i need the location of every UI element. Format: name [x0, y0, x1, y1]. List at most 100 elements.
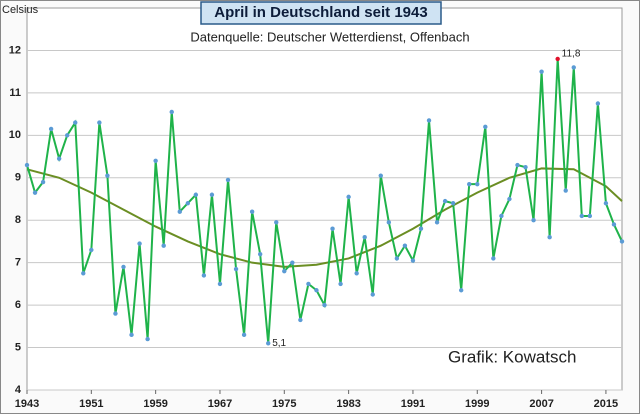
data-point — [378, 173, 383, 178]
data-point — [257, 251, 263, 257]
x-tick-label: 1951 — [79, 398, 103, 410]
data-point — [193, 192, 199, 197]
data-label: 11,8 — [562, 49, 581, 60]
data-point — [515, 162, 520, 168]
title-box — [200, 1, 442, 25]
data-point — [491, 256, 496, 261]
data-point — [434, 220, 440, 225]
data-point — [65, 133, 70, 138]
data-point — [121, 264, 126, 270]
data-point — [233, 266, 239, 272]
data-point — [249, 209, 255, 214]
data-point — [161, 243, 166, 248]
data-point — [145, 336, 150, 342]
data-point — [410, 258, 416, 263]
data-point — [507, 196, 512, 202]
x-tick-label: 1983 — [336, 398, 360, 410]
data-point — [241, 332, 247, 338]
data-point — [555, 56, 560, 62]
data-point — [322, 302, 327, 308]
data-point — [290, 260, 295, 265]
x-tick-label: 1999 — [465, 398, 489, 410]
data-point — [282, 268, 287, 274]
data-point — [579, 213, 584, 219]
x-tick-label: 2015 — [594, 398, 618, 410]
y-tick-label: 4 — [15, 384, 22, 396]
data-point — [619, 239, 625, 244]
data-point — [266, 341, 271, 346]
data-point — [97, 120, 102, 125]
data-point — [346, 194, 351, 200]
data-label: 5,1 — [272, 338, 286, 349]
chart-title: April in Deutschland seit 1943 — [214, 4, 427, 21]
data-point — [306, 281, 311, 287]
data-point — [113, 311, 118, 316]
data-point — [314, 288, 319, 293]
data-point — [298, 317, 303, 323]
data-point — [169, 109, 174, 115]
y-tick-label: 5 — [15, 341, 21, 353]
data-point — [177, 209, 182, 214]
data-point — [499, 213, 504, 219]
data-point — [458, 288, 464, 293]
data-point — [362, 235, 367, 240]
data-point — [137, 241, 142, 246]
data-point — [394, 256, 400, 261]
y-tick-label: 6 — [15, 299, 21, 311]
y-tick-label: 8 — [15, 214, 21, 226]
data-point — [129, 332, 134, 338]
data-point — [354, 271, 359, 276]
y-tick-label: 12 — [9, 44, 21, 56]
data-point — [24, 162, 30, 168]
data-point — [225, 177, 231, 183]
data-point — [209, 192, 215, 197]
y-tick-label: 10 — [9, 129, 21, 141]
data-point — [595, 101, 601, 106]
data-point — [531, 218, 536, 223]
data-point — [32, 190, 38, 195]
x-tick-label: 1943 — [15, 398, 39, 410]
data-point — [418, 226, 424, 231]
data-point — [467, 181, 472, 187]
x-tick-label: 2007 — [529, 398, 553, 410]
data-point — [185, 201, 191, 206]
data-point — [153, 158, 158, 163]
data-point — [475, 181, 480, 187]
data-point — [217, 281, 223, 287]
data-point — [426, 118, 432, 123]
data-point — [89, 247, 94, 253]
data-point — [201, 273, 207, 278]
data-point — [274, 220, 279, 225]
y-tick-label: 11 — [9, 87, 21, 99]
data-point — [73, 120, 78, 125]
data-point — [603, 201, 609, 206]
data-point — [48, 126, 54, 132]
data-point — [539, 69, 544, 74]
data-point — [370, 292, 375, 297]
data-point — [386, 220, 392, 225]
data-point — [105, 173, 110, 178]
data-point — [547, 235, 552, 240]
data-point — [338, 281, 343, 287]
data-point — [402, 243, 408, 248]
y-tick-label: 7 — [15, 257, 21, 269]
data-point — [587, 213, 593, 219]
x-tick-label: 1959 — [143, 398, 167, 410]
data-point — [330, 226, 335, 231]
data-point — [563, 188, 568, 193]
x-tick-label: 1975 — [272, 398, 296, 410]
annotation: Grafik: Kowatsch — [448, 347, 577, 366]
x-tick-label: 1967 — [208, 398, 232, 410]
data-point — [40, 179, 46, 185]
y-tick-label: 9 — [15, 172, 21, 184]
data-point — [450, 201, 456, 206]
plot-area — [26, 7, 623, 391]
x-tick-label: 1991 — [401, 398, 425, 410]
y-axis-label: Celsius — [2, 4, 39, 16]
data-point — [523, 164, 528, 170]
subtitle: Datenquelle: Deutscher Wetterdienst, Off… — [190, 29, 469, 44]
data-point — [483, 124, 488, 130]
data-point — [571, 65, 576, 70]
data-point — [81, 271, 86, 276]
